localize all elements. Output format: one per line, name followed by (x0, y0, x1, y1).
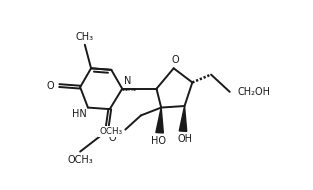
Text: OCH₃: OCH₃ (67, 155, 93, 165)
Text: CH₃: CH₃ (76, 32, 94, 42)
Text: O: O (172, 55, 179, 65)
Text: OH: OH (177, 134, 192, 144)
Polygon shape (179, 106, 187, 131)
Text: N: N (124, 76, 131, 86)
Text: OCH₃: OCH₃ (99, 127, 122, 136)
Text: O: O (47, 81, 54, 91)
Text: O: O (108, 133, 116, 143)
Polygon shape (156, 108, 163, 133)
Text: CH₂OH: CH₂OH (238, 87, 270, 97)
Text: HN: HN (72, 109, 86, 119)
Text: HO: HO (151, 136, 166, 146)
